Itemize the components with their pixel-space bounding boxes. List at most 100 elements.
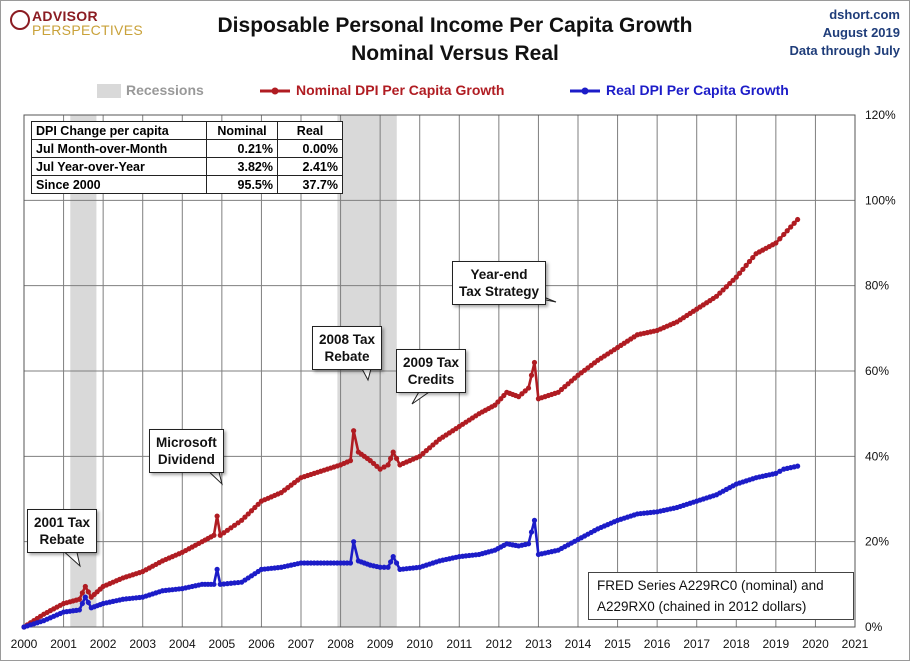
series-point: [528, 529, 535, 535]
series-point: [730, 277, 736, 283]
series-point: [791, 220, 797, 226]
x-tick-label: 2007: [288, 637, 315, 651]
series-point: [773, 240, 779, 246]
series-point: [795, 463, 801, 469]
legend-recession-swatch: [97, 84, 121, 98]
table-cell: 3.82%: [206, 157, 278, 176]
series-point: [211, 581, 217, 587]
series-point: [390, 449, 396, 455]
series-point: [388, 559, 394, 565]
legend-real-swatch: [570, 87, 600, 95]
logo-line1: ADVISOR: [32, 8, 98, 24]
series-point: [82, 594, 88, 600]
x-tick-label: 2014: [565, 637, 592, 651]
callout-line: Microsoft: [156, 435, 217, 450]
callout-line: Tax Strategy: [459, 284, 540, 299]
callout-line: 2009 Tax: [403, 355, 460, 370]
series-point: [85, 599, 91, 606]
series-point: [377, 466, 383, 472]
x-tick-label: 2009: [367, 637, 394, 651]
plot-area-border: [23, 114, 856, 628]
legend-nominal-swatch: [260, 87, 290, 95]
chart-title-line1: Disposable Personal Income Per Capita Gr…: [217, 14, 693, 37]
x-tick-label: 2017: [683, 637, 710, 651]
x-tick-label: 2010: [406, 637, 433, 651]
legend-nominal: Nominal DPI Per Capita Growth: [296, 82, 505, 98]
series-point: [736, 270, 743, 276]
series-point: [85, 589, 91, 595]
series-point: [784, 228, 790, 234]
series-point: [388, 455, 394, 462]
y-tick-label: 20%: [865, 535, 889, 549]
series-point: [381, 464, 387, 470]
chart-title-line2: Nominal Versus Real: [351, 42, 559, 65]
callout-line: Dividend: [157, 452, 215, 467]
series-point: [252, 504, 258, 511]
legend-recessions: Recessions: [126, 82, 204, 98]
series-point: [385, 564, 391, 570]
series-point: [717, 290, 723, 296]
series-point: [347, 560, 354, 566]
x-tick-label: 2018: [723, 637, 750, 651]
series-point: [740, 266, 746, 272]
x-tick-label: 2001: [50, 637, 77, 651]
table-cell: 0.00%: [277, 139, 343, 158]
series-point: [245, 511, 251, 517]
x-tick-label: 2006: [248, 637, 275, 651]
x-tick-label: 2004: [169, 637, 196, 651]
source-block: dshort.com August 2019 Data through July: [789, 6, 900, 60]
x-tick-label: 2019: [763, 637, 790, 651]
callout-year-end-tax-strategy: Year-end Tax Strategy: [452, 261, 547, 305]
source-note: FRED Series A229RC0 (nominal) and A229RX…: [588, 572, 854, 620]
callout-line: Rebate: [324, 349, 370, 364]
series-point: [390, 554, 396, 560]
series-point: [750, 254, 756, 261]
series-point: [723, 284, 729, 290]
table-cell: Jul Year-over-Year: [31, 157, 207, 176]
series-point: [393, 560, 400, 566]
table-row: Since 2000 95.5% 37.7%: [31, 175, 343, 194]
series-point: [773, 470, 779, 476]
series-point: [351, 428, 357, 434]
series-point: [385, 462, 391, 468]
callout-microsoft-dividend: Microsoft Dividend: [149, 429, 224, 473]
series-point: [777, 236, 783, 242]
series-point: [255, 501, 261, 507]
series-point: [377, 564, 383, 570]
callout-line: Year-end: [470, 267, 528, 282]
series-point: [531, 359, 538, 366]
x-tick-label: 2011: [446, 637, 472, 651]
table-cell: 2.41%: [277, 157, 343, 176]
series-point: [743, 262, 749, 268]
table-cell: 0.21%: [206, 139, 278, 158]
x-tick-label: 2021: [842, 637, 869, 651]
table-header: DPI Change per capita: [31, 121, 207, 140]
series-point: [525, 541, 532, 547]
series-point: [347, 458, 354, 464]
logo-line2: PERSPECTIVES: [32, 22, 143, 38]
y-tick-label: 40%: [865, 449, 889, 463]
series-line-nominal: [23, 218, 799, 629]
table-header-row: DPI Change per capita Nominal Real: [31, 121, 343, 140]
x-tick-label: 2020: [802, 637, 829, 651]
x-tick-label: 2016: [644, 637, 671, 651]
series-point: [746, 258, 753, 265]
table-row: Jul Month-over-Month 0.21% 0.00%: [31, 139, 343, 158]
note-line: FRED Series A229RC0 (nominal) and: [597, 578, 824, 593]
legend-real: Real DPI Per Capita Growth: [606, 82, 789, 98]
callout-2009-tax-credits: 2009 Tax Credits: [396, 349, 467, 393]
note-line: A229RX0 (chained in 2012 dollars): [597, 599, 807, 614]
series-point: [82, 583, 88, 590]
series-point: [239, 517, 245, 523]
x-tick-label: 2015: [604, 637, 631, 651]
y-tick-label: 60%: [865, 364, 889, 378]
series-point: [393, 455, 400, 462]
table-row: Jul Year-over-Year 3.82% 2.41%: [31, 157, 343, 176]
source-through: Data through July: [789, 43, 900, 58]
series-point: [713, 293, 720, 299]
table-cell: Jul Month-over-Month: [31, 139, 207, 158]
series-point: [248, 508, 255, 514]
callout-line: Credits: [407, 372, 455, 387]
y-tick-label: 80%: [865, 279, 889, 293]
series-point: [76, 607, 82, 613]
